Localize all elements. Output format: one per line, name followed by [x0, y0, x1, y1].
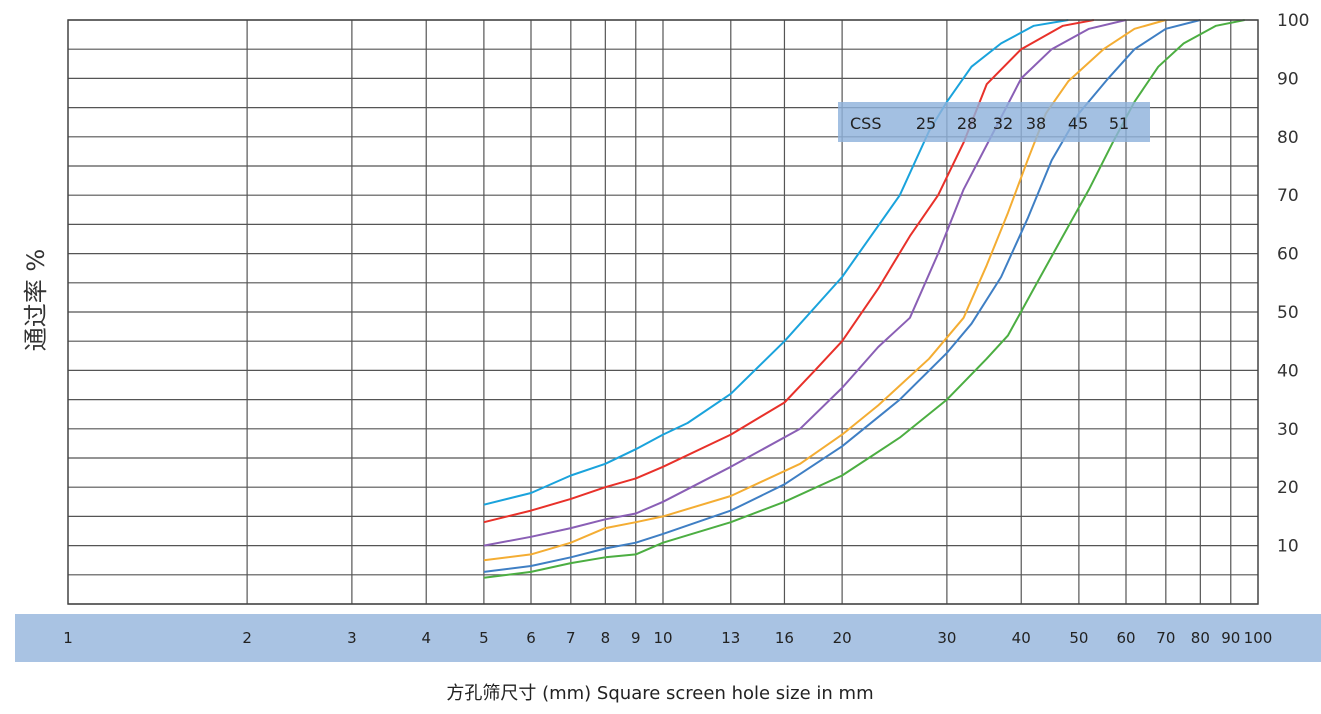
- y-tick-labels: 10 20 30 40 50 60 70 80 90 100: [1277, 11, 1309, 557]
- x-tick-label: 4: [421, 629, 431, 647]
- x-tick-label: 70: [1156, 629, 1175, 647]
- y-tick-label: 60: [1277, 245, 1299, 265]
- grid: [68, 19, 1258, 605]
- series-line-32: [483, 19, 1127, 547]
- x-tick-label: 20: [833, 629, 852, 647]
- y-tick-label: 50: [1277, 303, 1299, 323]
- x-axis-label: 方孔筛尺寸 (mm) Square screen hole size in mm: [446, 683, 873, 704]
- y-tick-label: 30: [1277, 420, 1299, 440]
- x-tick-label: 8: [601, 629, 611, 647]
- legend-box: [838, 102, 1150, 142]
- y-tick-label: 80: [1277, 128, 1299, 148]
- y-tick-label: 20: [1277, 478, 1299, 498]
- x-tick-label: 7: [566, 629, 576, 647]
- x-tick-label: 9: [631, 629, 641, 647]
- x-tick-label: 80: [1191, 629, 1210, 647]
- y-tick-label: 100: [1277, 11, 1309, 31]
- x-tick-label: 6: [526, 629, 536, 647]
- series-lines: [483, 19, 1245, 579]
- x-tick-label: 13: [721, 629, 740, 647]
- x-tick-label: 1: [63, 629, 73, 647]
- legend-entry-28: 28: [957, 114, 977, 133]
- x-tick-labels: 1 2 3 4 5 6 7 8 9 10 13 16 20 30 40 50 60 70 80 90 100: [63, 629, 1272, 647]
- x-tick-label: 60: [1116, 629, 1135, 647]
- legend-title: CSS: [850, 114, 881, 133]
- x-tick-label: 50: [1069, 629, 1088, 647]
- x-tick-label: 90: [1221, 629, 1240, 647]
- legend-entry-25: 25: [916, 114, 936, 133]
- x-tick-label: 40: [1012, 629, 1031, 647]
- legend: CSS 25 28 32 38 45 51: [838, 102, 1150, 142]
- x-tick-label: 30: [937, 629, 956, 647]
- plot-frame: [67, 19, 1259, 605]
- series-line-25: [483, 19, 1069, 506]
- x-axis-band: [15, 614, 1321, 662]
- y-axis-label: 通过率 %: [22, 249, 50, 351]
- series-line-38: [483, 19, 1167, 562]
- y-tick-label: 70: [1277, 186, 1299, 206]
- y-tick-label: 10: [1277, 537, 1299, 557]
- x-tick-label: 100: [1244, 629, 1273, 647]
- legend-entry-45: 45: [1068, 114, 1088, 133]
- y-tick-label: 40: [1277, 361, 1299, 381]
- x-tick-label: 10: [653, 629, 672, 647]
- series-line-51: [483, 19, 1245, 579]
- y-tick-label: 90: [1277, 69, 1299, 89]
- x-tick-label: 16: [775, 629, 794, 647]
- legend-entry-32: 32: [993, 114, 1013, 133]
- x-tick-label: 3: [347, 629, 357, 647]
- series-line-28: [483, 19, 1095, 524]
- x-tick-label: 5: [479, 629, 489, 647]
- x-tick-label: 2: [242, 629, 252, 647]
- legend-entry-38: 38: [1026, 114, 1046, 133]
- legend-entry-51: 51: [1109, 114, 1129, 133]
- series-line-45: [483, 19, 1201, 573]
